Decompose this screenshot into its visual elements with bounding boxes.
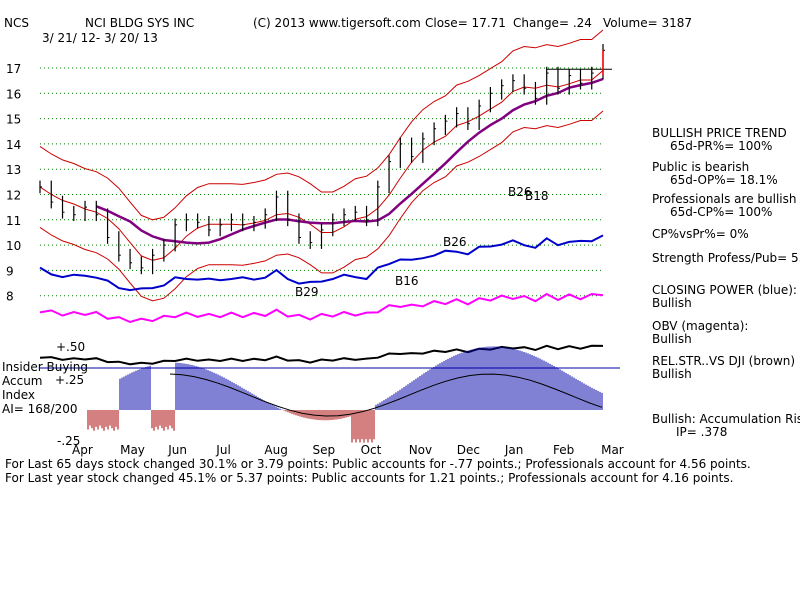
month-label: Aug xyxy=(264,443,287,457)
accum-tick-50: +.50 xyxy=(56,340,85,354)
price-tick-label: 10 xyxy=(6,239,21,253)
obv-line xyxy=(39,292,604,324)
pr-value: 65d-PR%= 100% xyxy=(670,139,773,153)
price-tick-label: 8 xyxy=(6,290,14,304)
lower-band-line xyxy=(39,110,604,302)
price-tick-label: 9 xyxy=(6,264,14,278)
obv-title: OBV (magenta): xyxy=(652,319,749,333)
closing-power-title: CLOSING POWER (blue): xyxy=(652,283,797,297)
signal-B18: B18 xyxy=(525,189,549,203)
op-value: 65d-OP%= 18.1% xyxy=(670,173,778,187)
cp-value: 65d-CP%= 100% xyxy=(670,205,773,219)
price-tick-label: 16 xyxy=(6,87,21,101)
month-label: May xyxy=(120,443,145,457)
obv-value: Bullish xyxy=(652,332,692,346)
month-axis: Apr May Jun Jul Aug Sep Oct Nov Dec Jan Feb Mar xyxy=(72,443,624,457)
accum-title: Bullish: Accumulation Rising xyxy=(652,412,800,426)
price-tick-label: 15 xyxy=(6,113,21,127)
accumulation-histogram xyxy=(87,346,603,443)
price-tick-label: 12 xyxy=(6,189,21,203)
month-label: Nov xyxy=(409,443,432,457)
month-label: Jun xyxy=(167,443,187,457)
relstr-block: REL.STR..VS DJI (brown) Bullish xyxy=(652,355,795,381)
obv-block: OBV (magenta): Bullish xyxy=(652,320,748,346)
relstr-line xyxy=(39,344,604,366)
accum-ma-line xyxy=(169,373,603,417)
bands xyxy=(39,29,604,302)
month-label: Dec xyxy=(457,443,480,457)
copyright: (C) 2013 www.tigersoft.com xyxy=(253,16,421,30)
ma50-line xyxy=(95,77,604,245)
accum-tick-25: +.25 xyxy=(55,373,84,387)
change-value: Change= .24 xyxy=(513,16,592,30)
signal-B29: B29 xyxy=(295,285,319,299)
accum-tick-neg25: -.25 xyxy=(57,434,80,448)
index-label: Index xyxy=(2,388,35,402)
public-title: Public is bearish xyxy=(652,160,750,174)
closing-power-line xyxy=(39,234,604,292)
company-name: NCI BLDG SYS INC xyxy=(85,16,194,30)
upper-band-line xyxy=(39,29,604,221)
accum-block: Bullish: Accumulation Rising IP= .378 xyxy=(652,413,800,439)
insider-label: Insider Buying xyxy=(2,360,88,374)
pro-block: Professionals are bullish 65d-CP%= 100% xyxy=(652,193,797,219)
footer-line-65d: For Last 65 days stock changed 30.1% or … xyxy=(5,457,751,471)
price-gridlines xyxy=(40,67,603,297)
strength-value: Strength Profess/Pub= 5.9 xyxy=(652,251,800,265)
month-label: Mar xyxy=(601,443,624,457)
price-tick-label: 14 xyxy=(6,138,21,152)
pro-title: Professionals are bullish xyxy=(652,192,797,206)
price-tick-label: 13 xyxy=(6,163,21,177)
month-label: Sep xyxy=(313,443,336,457)
signal-B26: B26 xyxy=(443,235,467,249)
closing-power-block: CLOSING POWER (blue): Bullish xyxy=(652,284,797,310)
month-label: Apr xyxy=(72,443,93,457)
close-value: Close= 17.71 xyxy=(425,16,506,30)
relstr-title: REL.STR..VS DJI (brown) xyxy=(652,354,796,368)
volume-value: Volume= 3187 xyxy=(603,16,692,30)
date-range: 3/ 21/ 12- 3/ 20/ 13 xyxy=(42,31,158,45)
price-tick-label: 17 xyxy=(6,62,21,76)
public-block: Public is bearish 65d-OP%= 18.1% xyxy=(652,161,778,187)
footer-line-year: For Last year stock changed 45.1% or 5.3… xyxy=(5,471,734,485)
cpvspr: CP%vsPr%= 0% xyxy=(652,227,749,241)
accum-label: Accum xyxy=(2,374,43,388)
price-bars xyxy=(39,43,612,275)
price-tick-label: 11 xyxy=(6,214,21,228)
month-label: Jul xyxy=(215,443,230,457)
relstr-value: Bullish xyxy=(652,367,692,381)
price-axis: 17 16 15 14 13 12 11 10 9 8 xyxy=(6,62,21,304)
month-label: Jan xyxy=(504,443,524,457)
signal-B16: B16 xyxy=(395,274,419,288)
signal-B26: B26 xyxy=(508,185,532,199)
indicator-lines xyxy=(39,234,620,369)
ticker: NCS xyxy=(4,16,29,30)
month-label: Feb xyxy=(553,443,574,457)
ip-value: IP= .378 xyxy=(676,425,728,439)
trend-title: BULLISH PRICE TREND xyxy=(652,126,787,140)
month-label: Oct xyxy=(361,443,382,457)
ai-value: AI= 168/200 xyxy=(2,402,77,416)
trend-block: BULLISH PRICE TREND 65d-PR%= 100% xyxy=(652,127,787,153)
closing-power-value: Bullish xyxy=(652,296,692,310)
